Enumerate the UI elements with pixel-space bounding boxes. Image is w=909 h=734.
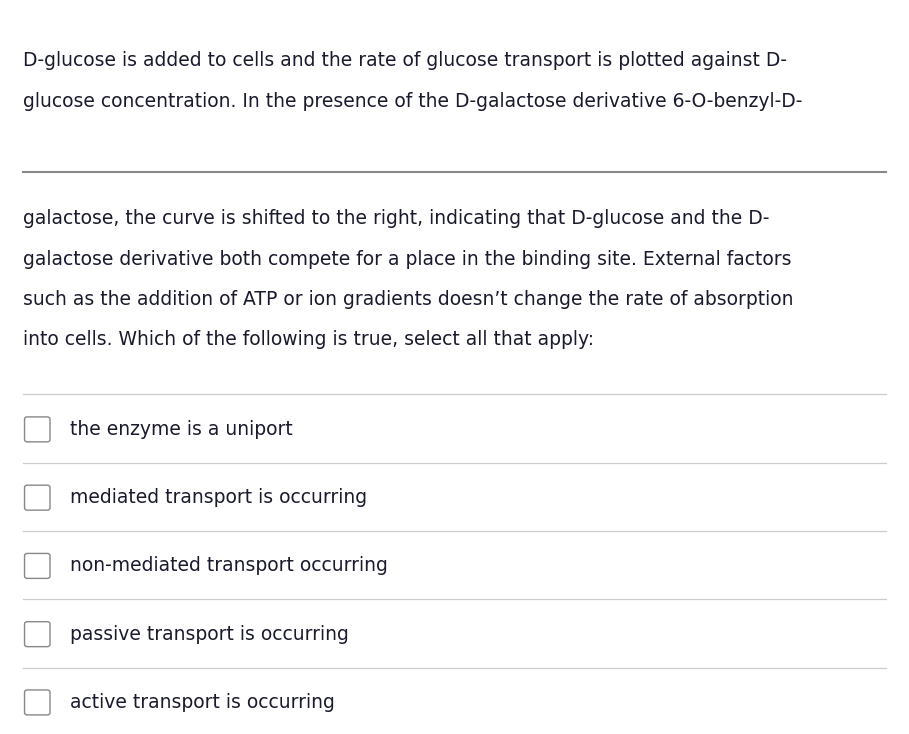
FancyBboxPatch shape	[25, 690, 50, 715]
Text: galactose, the curve is shifted to the right, indicating that D-glucose and the : galactose, the curve is shifted to the r…	[23, 209, 769, 228]
Text: glucose concentration. In the presence of the D-galactose derivative 6-O-benzyl-: glucose concentration. In the presence o…	[23, 92, 802, 111]
Text: such as the addition of ATP or ion gradients doesn’t change the rate of absorpti: such as the addition of ATP or ion gradi…	[23, 290, 794, 309]
Text: into cells. Which of the following is true, select all that apply:: into cells. Which of the following is tr…	[23, 330, 594, 349]
FancyBboxPatch shape	[25, 553, 50, 578]
FancyBboxPatch shape	[25, 417, 50, 442]
Text: non-mediated transport occurring: non-mediated transport occurring	[70, 556, 388, 575]
Text: the enzyme is a uniport: the enzyme is a uniport	[70, 420, 293, 439]
Text: mediated transport is occurring: mediated transport is occurring	[70, 488, 367, 507]
FancyBboxPatch shape	[25, 622, 50, 647]
Text: passive transport is occurring: passive transport is occurring	[70, 625, 349, 644]
FancyBboxPatch shape	[25, 485, 50, 510]
Text: galactose derivative both compete for a place in the binding site. External fact: galactose derivative both compete for a …	[23, 250, 791, 269]
Text: active transport is occurring: active transport is occurring	[70, 693, 335, 712]
Text: D-glucose is added to cells and the rate of glucose transport is plotted against: D-glucose is added to cells and the rate…	[23, 51, 786, 70]
